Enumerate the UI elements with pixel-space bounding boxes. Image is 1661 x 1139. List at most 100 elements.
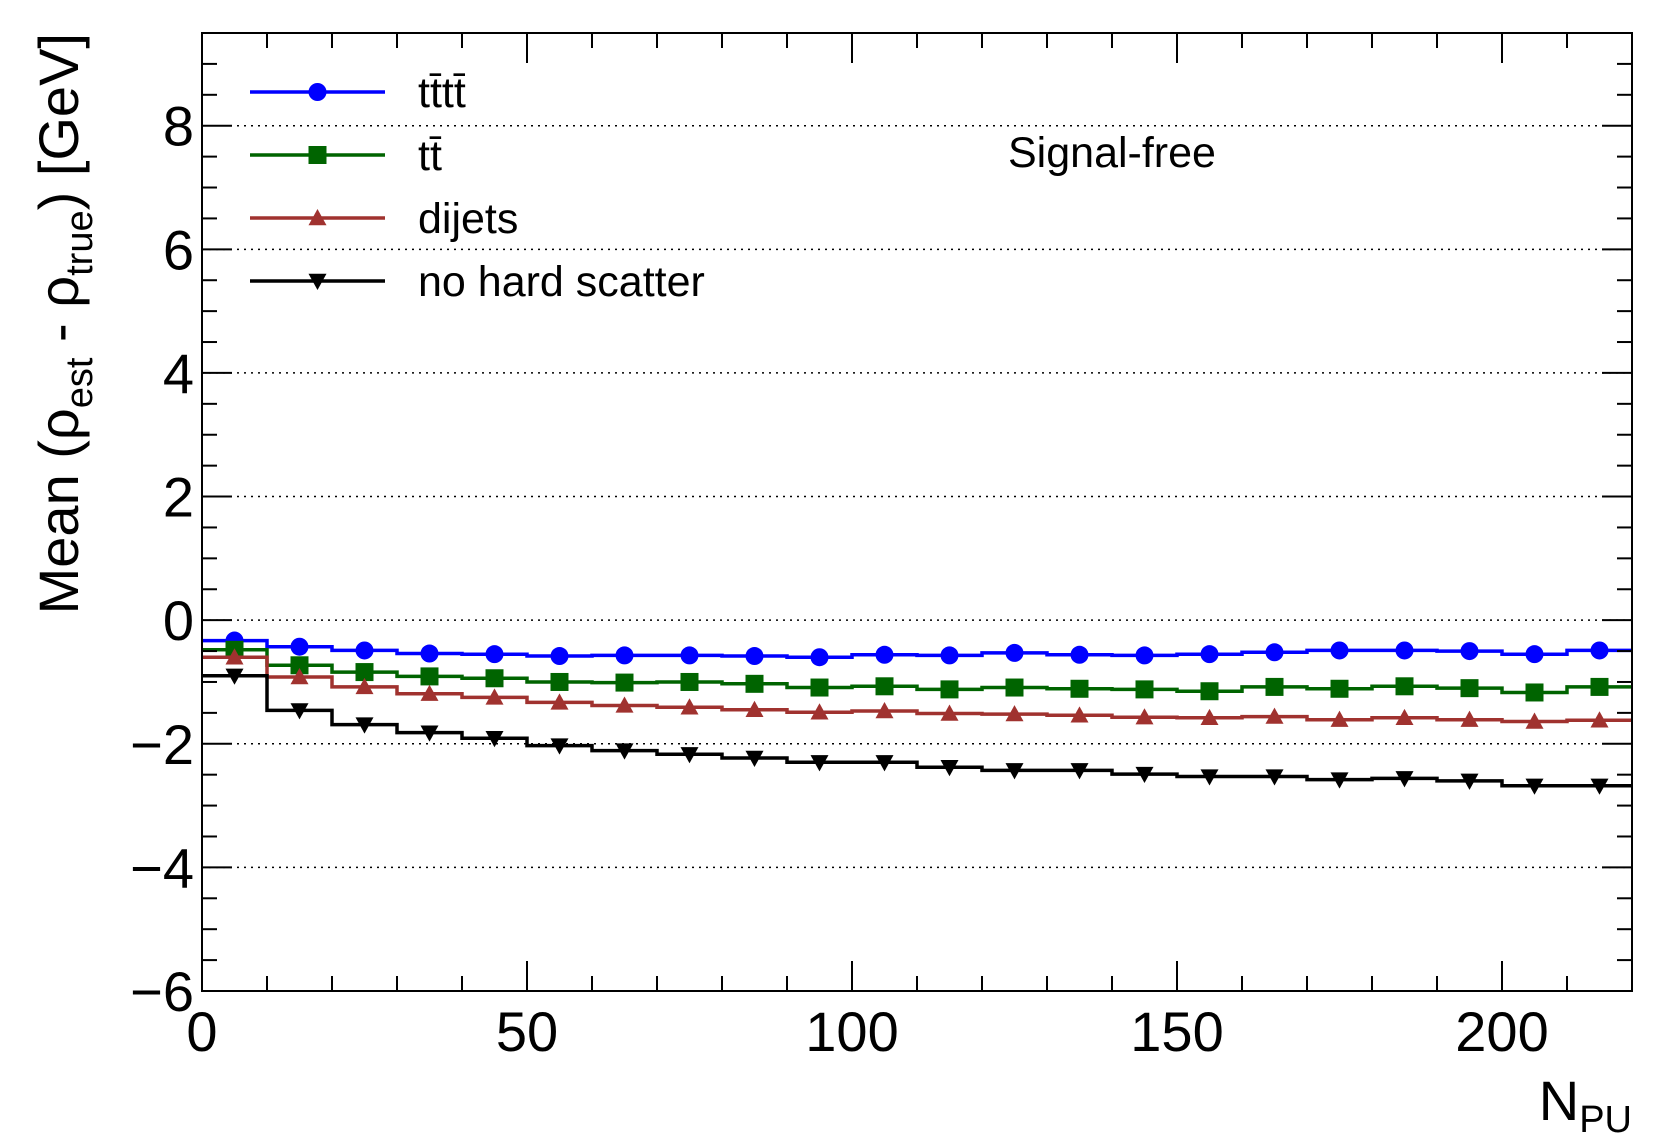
data-point [420, 667, 439, 686]
data-point [1070, 645, 1089, 664]
data-point [290, 668, 309, 685]
series-3 [202, 668, 1632, 795]
data-point [680, 747, 699, 764]
legend-marker [308, 83, 327, 101]
data-point [355, 717, 374, 734]
x-tick-label: 150 [1130, 1000, 1223, 1063]
data-point [485, 645, 504, 664]
data-point [420, 684, 439, 701]
data-point [1395, 641, 1414, 660]
data-point [810, 703, 829, 720]
data-point [1330, 679, 1349, 698]
series-line [202, 638, 1632, 659]
data-point [1265, 677, 1284, 696]
tick-layer [201, 32, 1633, 992]
data-point [1330, 710, 1349, 727]
data-point [1265, 769, 1284, 786]
data-point [1005, 643, 1024, 662]
y-tick-label: 2 [163, 466, 194, 529]
legend-marker [308, 146, 327, 164]
data-point [1330, 641, 1349, 660]
data-point [940, 680, 959, 699]
y-tick-label: 0 [163, 589, 194, 652]
data-point [940, 704, 959, 721]
data-point [1200, 645, 1219, 664]
data-point [875, 677, 894, 696]
series-2 [202, 648, 1632, 729]
data-point [1395, 771, 1414, 788]
y-tick-label: −2 [130, 713, 194, 776]
data-point [680, 698, 699, 715]
data-point [875, 645, 894, 664]
data-point [1330, 772, 1349, 789]
data-point [615, 743, 634, 760]
legend-label: tt̄tt̄ [418, 69, 466, 117]
ticklabel-layer: 0 50 100 150 200 −6 −4 −2 0 2 4 6 8 [130, 95, 1549, 1063]
legend-label: dijets [418, 195, 518, 243]
legend-label: no hard scatter [418, 258, 705, 306]
data-point [940, 646, 959, 665]
data-point [1460, 773, 1479, 790]
data-point [1200, 708, 1219, 726]
data-point [1525, 683, 1544, 702]
data-point [1135, 680, 1154, 699]
data-point [485, 669, 504, 688]
grid-layer [202, 124, 1632, 869]
series-1 [202, 640, 1632, 702]
series-line [202, 655, 1632, 724]
legend-marker [308, 273, 327, 290]
data-point [1265, 707, 1284, 724]
data-point [745, 750, 764, 767]
data-point [810, 648, 829, 667]
data-point [290, 703, 309, 720]
data-point [420, 644, 439, 663]
data-point [1460, 679, 1479, 698]
y-tick-label: 6 [163, 218, 194, 281]
data-point [1590, 641, 1609, 660]
data-point [745, 674, 764, 693]
data-point [355, 663, 374, 682]
data-point [680, 646, 699, 665]
legend-item: no hard scatter [250, 258, 705, 306]
y-tick-label: 4 [163, 342, 194, 405]
data-point [1525, 712, 1544, 729]
data-point [615, 673, 634, 692]
data-point [1590, 711, 1609, 728]
data-point [1265, 643, 1284, 662]
data-point [1005, 763, 1024, 780]
data-point [1590, 677, 1609, 696]
data-point [745, 700, 764, 717]
data-point [1200, 769, 1219, 786]
data-point [355, 641, 374, 660]
x-tick-label: 50 [496, 1000, 558, 1063]
data-point [1395, 708, 1414, 726]
x-tick-label: 0 [186, 1000, 217, 1063]
data-point [290, 637, 309, 656]
y-tick-label: −6 [130, 960, 194, 1023]
legend-item: tt̄ [250, 132, 442, 180]
legend-item: tt̄tt̄ [250, 69, 466, 117]
data-point [1135, 766, 1154, 784]
data-point [875, 755, 894, 772]
data-point [1070, 706, 1089, 723]
x-tick-label: 200 [1455, 1000, 1548, 1063]
data-point [1005, 678, 1024, 697]
data-point [615, 696, 634, 713]
annotation-signal-free: Signal-free [1008, 129, 1216, 177]
y-tick-label: −4 [130, 836, 194, 899]
data-point [420, 725, 439, 742]
data-point [1460, 642, 1479, 661]
data-point [485, 688, 504, 705]
data-point [810, 755, 829, 772]
data-point [550, 647, 569, 666]
data-point [485, 731, 504, 748]
plot-frame [201, 32, 1633, 992]
data-point [875, 702, 894, 719]
data-point [550, 738, 569, 755]
data-point [1005, 705, 1024, 722]
legend-label: tt̄ [418, 132, 442, 180]
data-point [1460, 710, 1479, 727]
data-point [1525, 645, 1544, 664]
